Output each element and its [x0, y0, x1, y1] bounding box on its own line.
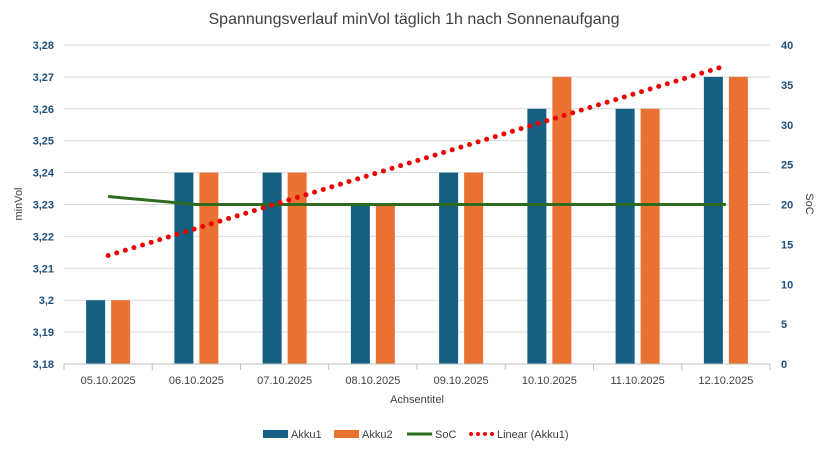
legend-label: Akku2	[362, 429, 393, 441]
y2-tick-label: 35	[781, 80, 793, 92]
bar-akku1	[527, 108, 547, 364]
bar-akku2	[287, 172, 307, 364]
y-tick-label: 3,26	[33, 104, 54, 116]
y-tick-label: 3,25	[33, 136, 54, 148]
y-tick-label: 3,28	[33, 40, 54, 52]
trendline	[105, 63, 729, 259]
x-tick-label: 10.10.2025	[522, 375, 577, 387]
axis-layer: 3,18 3,19 3,2 3,21 3,22 3,23 3,24 3,25 3,26 3,27 3…	[33, 40, 794, 387]
y2-axis-title: SoC	[803, 193, 815, 214]
bar-akku2	[375, 204, 395, 364]
bar-akku1	[174, 172, 194, 364]
y-axis-title: minVol	[13, 187, 25, 220]
x-tick-label: 12.10.2025	[698, 375, 753, 387]
legend-label: Akku1	[291, 429, 322, 441]
bar-akku2	[111, 300, 131, 364]
legend-swatch	[263, 430, 288, 438]
bar-akku1	[615, 108, 635, 364]
y2-tick-label: 0	[781, 359, 787, 371]
y2-tick-label: 15	[781, 239, 793, 251]
y-tick-label: 3,23	[33, 200, 54, 212]
bar-akku1	[439, 172, 459, 364]
legend-label: SoC	[435, 429, 456, 441]
bar-layer	[86, 76, 748, 365]
bar-akku1	[262, 172, 282, 364]
legend-label: Linear (Akku1)	[497, 429, 569, 441]
bar-akku2	[464, 172, 484, 364]
legend-swatch	[334, 430, 359, 438]
bar-akku2	[640, 108, 660, 364]
bar-akku2	[199, 172, 219, 364]
x-axis-title: Achsentitel	[390, 394, 444, 406]
y-tick-label: 3,24	[33, 168, 55, 180]
bar-akku2	[552, 76, 572, 365]
x-tick-label: 05.10.2025	[81, 375, 136, 387]
legend: Akku1 Akku2 SoC Linear (Akku1)	[263, 429, 569, 441]
x-tick-label: 07.10.2025	[257, 375, 312, 387]
bar-akku1	[350, 204, 370, 364]
y2-tick-label: 25	[781, 160, 793, 172]
x-tick-label: 06.10.2025	[169, 375, 224, 387]
bar-akku1	[86, 300, 106, 364]
bar-akku1	[703, 76, 723, 365]
y2-tick-label: 30	[781, 120, 793, 132]
y2-tick-label: 40	[781, 40, 793, 52]
y2-tick-label: 10	[781, 279, 793, 291]
y-tick-label: 3,18	[33, 359, 54, 371]
x-tick-label: 11.10.2025	[611, 375, 665, 387]
y2-tick-label: 5	[781, 319, 787, 331]
y2-tick-label: 20	[781, 200, 793, 212]
y-tick-label: 3,21	[33, 263, 54, 275]
bar-akku2	[728, 76, 748, 365]
y-tick-label: 3,27	[33, 72, 54, 84]
soc-line	[107, 195, 726, 206]
x-tick-label: 08.10.2025	[345, 375, 400, 387]
y-tick-label: 3,19	[33, 327, 54, 339]
line-layer	[105, 63, 729, 259]
y-tick-label: 3,2	[39, 295, 54, 307]
x-tick-label: 09.10.2025	[434, 375, 489, 387]
chart-title: Spannungsverlauf minVol täglich 1h nach …	[209, 11, 620, 28]
y-tick-label: 3,22	[33, 231, 54, 243]
